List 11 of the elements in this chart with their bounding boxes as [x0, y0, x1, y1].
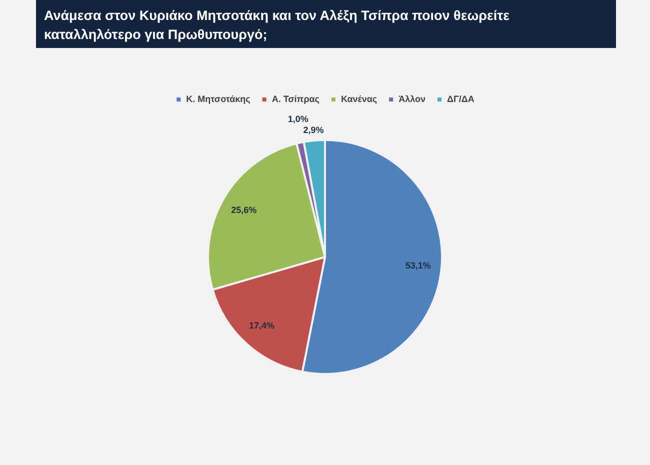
data-label: 1,0% [288, 114, 308, 124]
data-label: 53,1% [405, 260, 431, 271]
data-label: 25,6% [231, 204, 257, 215]
chart-title: Ανάμεσα στον Κυριάκο Μητσοτάκη και τον Αλέξη Τσίπρα ποιον θεωρείτε καταλληλότερο για Πρωθυπουργό; [44, 7, 511, 44]
legend-label: Κ. Μητσοτάκης [186, 94, 251, 104]
data-label: 2,9% [303, 125, 324, 136]
data-label: 17,4% [249, 320, 275, 331]
legend-label: Κανένας [340, 94, 378, 104]
legend-label: ΔΓ/ΔΑ [446, 94, 475, 104]
legend-label: Άλλον [398, 94, 426, 104]
legend-label: Α. Τσίπρας [272, 94, 320, 104]
